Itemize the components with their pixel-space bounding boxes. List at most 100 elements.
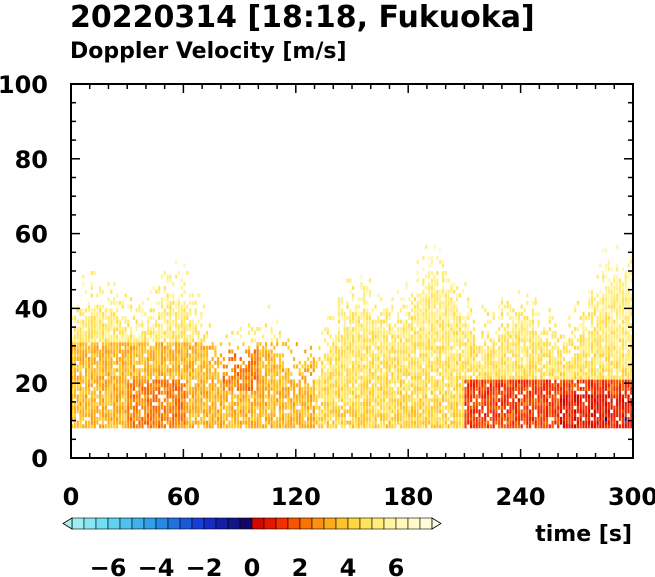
heatmap-cell [250,383,253,388]
heatmap-cell [444,368,447,373]
heatmap-cell [486,398,490,403]
heatmap-cell [509,383,512,388]
heatmap-cell [441,334,445,339]
heatmap-cell [214,398,217,403]
heatmap-cell [281,416,284,421]
heatmap-cell [349,386,352,391]
heatmap-cell [368,409,372,414]
heatmap-cell [169,405,172,410]
heatmap-cell [374,386,377,391]
heatmap-cell [141,401,144,406]
heatmap-cell [368,338,372,343]
heatmap-cell [498,334,501,339]
heatmap-cell [340,416,343,421]
heatmap-cell [152,353,155,358]
heatmap-cell [73,420,76,425]
heatmap-cell [571,424,574,429]
heatmap-cell [509,304,512,309]
heatmap-cell [205,334,209,339]
heatmap-cell [456,327,459,332]
heatmap-cell [571,379,574,384]
heatmap-cell [413,360,416,365]
heatmap-cell [506,345,509,350]
heatmap-cell [253,424,256,429]
heatmap-cell [430,360,433,365]
heatmap-cell [422,405,425,410]
heatmap-cell [200,379,203,384]
heatmap-cell [104,394,107,399]
heatmap-cell [427,308,431,313]
heatmap-cell [559,379,563,384]
heatmap-cell [110,345,113,350]
heatmap-cell [399,327,402,332]
heatmap-cell [357,409,360,414]
heatmap-cell [231,398,234,403]
heatmap-cell [245,390,248,395]
heatmap-cell [366,413,369,418]
heatmap-cell [588,405,591,410]
heatmap-cell [380,398,383,403]
heatmap-cell [366,401,369,406]
heatmap-cell [489,398,492,403]
heatmap-cell [447,345,450,350]
heatmap-cell [138,409,141,414]
heatmap-cell [411,368,414,373]
heatmap-cell [498,364,501,369]
heatmap-cell [197,413,200,418]
heatmap-cell [172,338,175,343]
heatmap-cell [264,424,268,429]
heatmap-cell [163,416,166,421]
heatmap-cell [197,379,200,384]
heatmap-cell [562,364,565,369]
heatmap-cell [278,368,282,373]
heatmap-cell [554,398,557,403]
heatmap-cell [363,379,366,384]
heatmap-cell [219,413,223,418]
heatmap-cell [158,345,161,350]
heatmap-cell [517,398,520,403]
heatmap-cell [551,386,554,391]
heatmap-cell [576,372,579,376]
heatmap-cell [169,349,172,354]
heatmap-cell [394,357,397,361]
heatmap-cell [337,357,341,361]
heatmap-cell [135,398,138,403]
heatmap-cell [574,424,577,429]
heatmap-cell [565,368,568,373]
heatmap-cell [565,372,568,376]
heatmap-cell [177,297,180,302]
heatmap-cell [509,416,512,421]
heatmap-cell [399,416,402,421]
heatmap-cell [509,379,512,384]
heatmap-cell [90,379,93,384]
heatmap-cell [309,420,313,425]
heatmap-cell [408,383,411,388]
heatmap-cell [441,424,445,429]
heatmap-cell [138,372,141,376]
heatmap-cell [352,345,355,350]
heatmap-cell [500,300,504,305]
heatmap-cell [377,357,380,361]
heatmap-cell [337,398,341,403]
heatmap-cell [405,368,408,373]
heatmap-cell [543,413,546,418]
heatmap-cell [130,345,133,350]
heatmap-cell [593,409,596,414]
heatmap-cell [278,405,282,410]
heatmap-cell [71,345,74,350]
heatmap-cell [366,327,369,332]
heatmap-cell [175,323,178,328]
heatmap-cell [450,364,453,369]
heatmap-cell [503,398,506,403]
heatmap-cell [158,409,161,414]
heatmap-cell [110,334,113,339]
heatmap-cell [453,345,456,350]
heatmap-cell [278,409,282,414]
heatmap-cell [453,334,456,339]
heatmap-cell [433,274,436,279]
heatmap-cell [484,368,487,373]
heatmap-cell [307,394,310,399]
heatmap-cell [186,416,189,421]
heatmap-cell [380,330,383,335]
heatmap-cell [554,357,557,361]
